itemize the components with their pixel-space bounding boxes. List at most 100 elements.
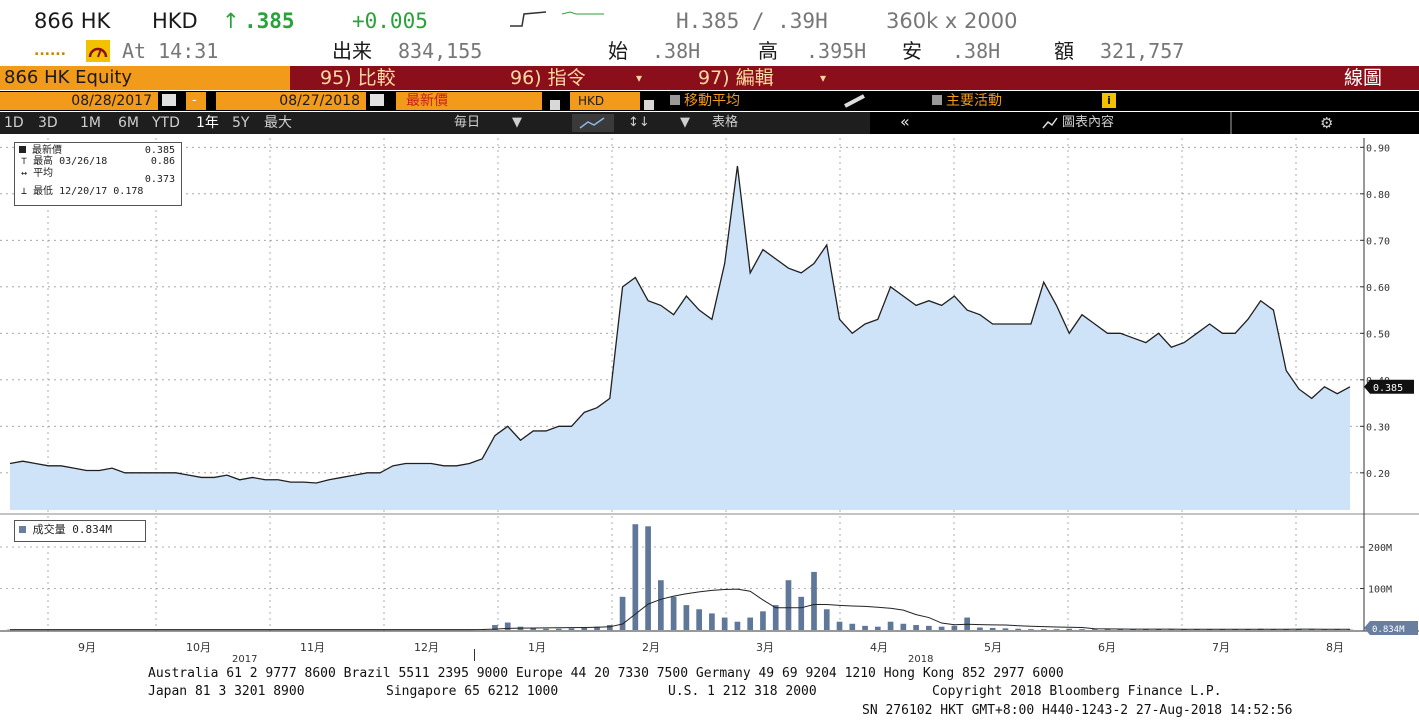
volume-legend[interactable]: 成交量 0.834M bbox=[14, 520, 146, 542]
y-tick-label: 200M bbox=[1368, 543, 1392, 554]
chart-content-icon bbox=[1042, 117, 1058, 129]
date-separator: - bbox=[186, 92, 206, 110]
volume-bar bbox=[1002, 628, 1009, 630]
edit-dropdown-icon[interactable]: ▾ bbox=[820, 71, 827, 85]
footer-contacts-line1: Australia 61 2 9777 8600 Brazil 5511 239… bbox=[148, 666, 1064, 681]
checkbox-moving-average[interactable] bbox=[670, 95, 680, 105]
volume-average-line bbox=[10, 588, 1351, 631]
currency-select[interactable]: HKD bbox=[570, 92, 640, 110]
sparkline-mini-icon bbox=[561, 11, 604, 15]
price-field-select[interactable]: 最新價 bbox=[396, 92, 542, 110]
period-tab[interactable]: 1M bbox=[80, 115, 101, 131]
dropdown-icon[interactable] bbox=[644, 95, 654, 114]
legend-avg-value: 0.373 bbox=[144, 174, 175, 185]
calendar-icon[interactable] bbox=[370, 94, 384, 106]
bid-ask: H.385 / .39H bbox=[676, 9, 828, 33]
collapse-icon[interactable]: « bbox=[900, 112, 910, 131]
security-field[interactable]: 866 HK Equity bbox=[0, 66, 290, 90]
open-label: 始 bbox=[608, 39, 628, 63]
amount-label: 額 bbox=[1054, 39, 1074, 63]
volume-bar bbox=[1104, 629, 1111, 630]
year-2017: 2017 bbox=[232, 654, 258, 665]
volume-bar bbox=[913, 625, 919, 630]
view-name: 線圖 bbox=[1344, 67, 1383, 89]
table-button[interactable]: 表格 bbox=[712, 115, 739, 130]
y-tick-label: 0.20 bbox=[1366, 469, 1390, 480]
dropdown-icon[interactable]: ▼ bbox=[512, 115, 522, 130]
volume-bar bbox=[1028, 629, 1034, 630]
volume-bar bbox=[1015, 628, 1022, 630]
sparkline-icon bbox=[510, 11, 547, 27]
legend-low-value: 0.178 bbox=[113, 186, 144, 197]
legend-high-row: ⊤ 最高 03/26/18 bbox=[21, 157, 107, 167]
low-label: 安 bbox=[902, 39, 922, 63]
volume-bar bbox=[900, 623, 907, 630]
volume-bar bbox=[504, 622, 511, 630]
price-change: +0.005 bbox=[352, 9, 428, 33]
avg-marker-icon: ↔ bbox=[21, 168, 28, 179]
settings-bar: 08/28/2017 - 08/27/2018 最新價 HKD 移動平均 主要活… bbox=[0, 91, 1419, 111]
line-chart-icon[interactable] bbox=[572, 114, 614, 132]
volume-bar bbox=[1117, 629, 1124, 630]
footer-us: U.S. 1 212 318 2000 bbox=[668, 684, 817, 699]
dropdown-icon[interactable]: ▼ bbox=[680, 115, 690, 130]
volume-bar bbox=[530, 628, 537, 630]
chart-area: 0.900.800.700.600.500.400.300.200.385 20… bbox=[0, 138, 1419, 635]
gauge-icon[interactable] bbox=[86, 40, 110, 62]
y-tick-label: 0.50 bbox=[1366, 329, 1390, 340]
y-tick-label: 0.90 bbox=[1366, 143, 1390, 154]
dots-indicator: ...... bbox=[34, 43, 66, 59]
x-tick-label: 4月 bbox=[870, 641, 888, 654]
volume-bar bbox=[798, 596, 805, 630]
dropdown-icon[interactable] bbox=[550, 95, 560, 114]
high-value: .395H bbox=[806, 39, 867, 63]
calendar-icon[interactable] bbox=[162, 94, 176, 106]
chart-content-button[interactable]: 圖表內容 bbox=[1062, 115, 1115, 130]
y-tick-label: 0.80 bbox=[1366, 190, 1390, 201]
amount-value: 321,757 bbox=[1100, 39, 1185, 63]
currency: HKD bbox=[152, 9, 198, 33]
footer-singapore: Singapore 65 6212 1000 bbox=[386, 684, 559, 699]
period-tab[interactable]: 1年 bbox=[196, 115, 219, 131]
frequency-select[interactable]: 毎日 bbox=[454, 115, 481, 130]
x-tick-label: 2月 bbox=[642, 641, 660, 654]
bar-type-icon[interactable]: ↕↓ bbox=[628, 115, 650, 130]
edit-button[interactable]: 97) 編輯 bbox=[698, 67, 774, 89]
end-date: 08/27/2018 bbox=[279, 93, 360, 109]
start-date-field[interactable]: 08/28/2017 bbox=[0, 92, 158, 110]
open-value: .38H bbox=[652, 39, 701, 63]
checkbox-events[interactable] bbox=[932, 95, 942, 105]
pencil-icon[interactable] bbox=[842, 93, 868, 109]
period-tab[interactable]: 1D bbox=[4, 115, 24, 131]
last-volume-label: 0.834M bbox=[1372, 625, 1405, 635]
x-tick-label: 1月 bbox=[528, 641, 546, 654]
actions-dropdown-icon[interactable]: ▾ bbox=[636, 71, 643, 85]
volume-bar bbox=[785, 580, 792, 630]
legend-last-row: 最新價 bbox=[19, 146, 62, 156]
x-tick-label: 10月 bbox=[186, 641, 211, 654]
footer-japan: Japan 81 3 3201 8900 bbox=[148, 684, 305, 699]
legend-high-label: 最高 03/26/18 bbox=[33, 156, 108, 167]
ticker[interactable]: 866 HK bbox=[34, 9, 111, 33]
volume-bar bbox=[683, 605, 690, 630]
actions-button[interactable]: 96) 指令 bbox=[510, 67, 586, 89]
period-tab[interactable]: 5Y bbox=[232, 115, 250, 131]
volume-swatch bbox=[19, 526, 26, 533]
period-tab[interactable]: YTD bbox=[152, 115, 180, 131]
y-tick-label: 100M bbox=[1368, 585, 1392, 596]
compare-button[interactable]: 95) 比較 bbox=[320, 67, 396, 89]
currency-value: HKD bbox=[578, 94, 605, 108]
time-label: At 14:31 bbox=[122, 39, 219, 63]
period-tab[interactable]: 3D bbox=[38, 115, 58, 131]
volume-bars bbox=[7, 524, 1353, 631]
x-tick-label: 5月 bbox=[984, 641, 1002, 654]
period-tab[interactable]: 6M bbox=[118, 115, 139, 131]
price-legend[interactable]: 最新價 0.385 ⊤ 最高 03/26/18 0.86 ↔ 平均 0.373 … bbox=[14, 142, 182, 206]
volume-bar bbox=[709, 613, 715, 630]
price-line bbox=[9, 165, 1351, 484]
y-tick-label: 0.60 bbox=[1366, 283, 1390, 294]
gear-icon[interactable]: ⚙ bbox=[1320, 114, 1334, 132]
end-date-field[interactable]: 08/27/2018 bbox=[216, 92, 366, 110]
period-tab[interactable]: 最大 bbox=[264, 115, 292, 131]
info-icon[interactable]: i bbox=[1102, 93, 1116, 108]
